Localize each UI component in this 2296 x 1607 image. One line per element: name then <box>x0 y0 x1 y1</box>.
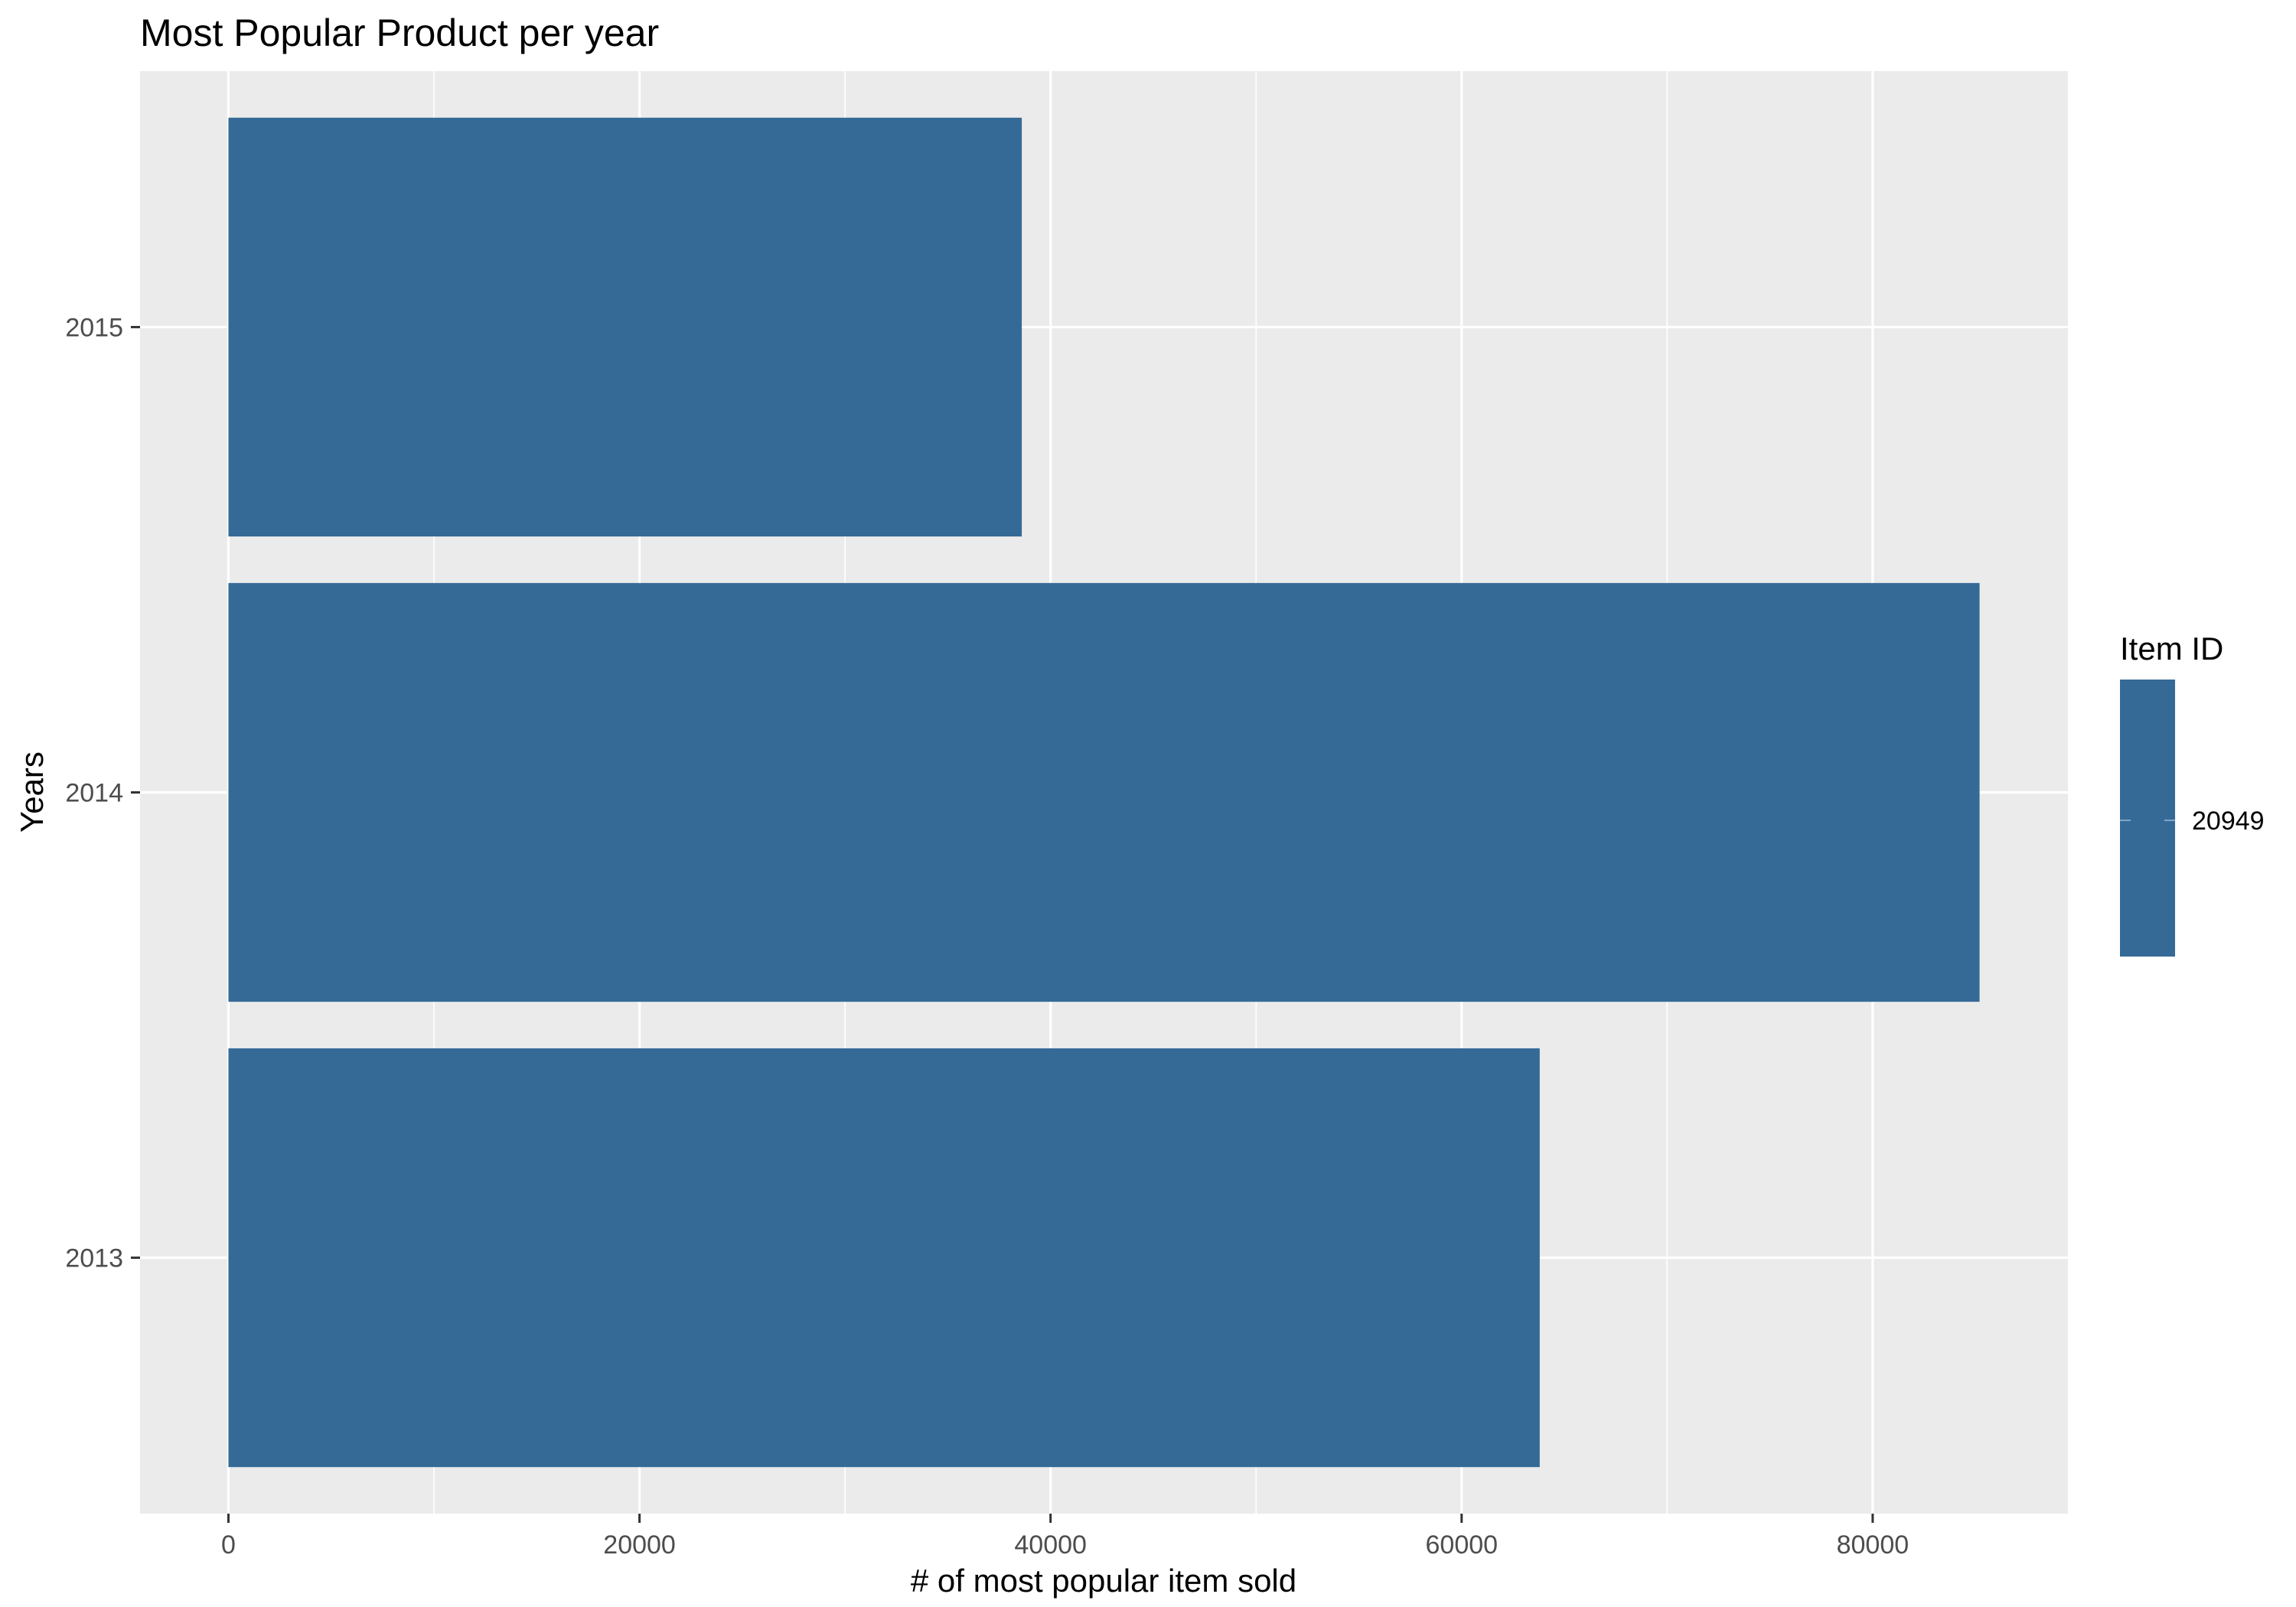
y-tick-label: 2013 <box>65 1244 123 1273</box>
legend-title: Item ID <box>2120 631 2223 667</box>
x-tick-label: 40000 <box>1014 1530 1087 1560</box>
chart-title: Most Popular Product per year <box>140 11 659 54</box>
x-tick-label: 0 <box>221 1530 236 1560</box>
legend-key <box>2120 680 2175 957</box>
x-tick-label: 20000 <box>603 1530 676 1560</box>
x-axis: 0 20000 40000 60000 80000 <box>221 1514 1909 1560</box>
bar-2014 <box>228 582 1980 1002</box>
bars <box>228 117 1980 1468</box>
y-axis: 2013 2014 2015 <box>65 313 140 1273</box>
x-tick-label: 60000 <box>1426 1530 1499 1560</box>
y-tick-label: 2014 <box>65 779 123 808</box>
bar-2015 <box>228 117 1022 537</box>
bar-2013 <box>228 1048 1540 1468</box>
legend-label: 20949 <box>2192 807 2265 836</box>
y-axis-title: Years <box>14 751 50 833</box>
x-axis-title: # of most popular item sold <box>911 1563 1296 1599</box>
x-tick-label: 80000 <box>1837 1530 1910 1560</box>
y-tick-label: 2015 <box>65 313 123 342</box>
legend: Item ID 20949 <box>2120 631 2265 957</box>
